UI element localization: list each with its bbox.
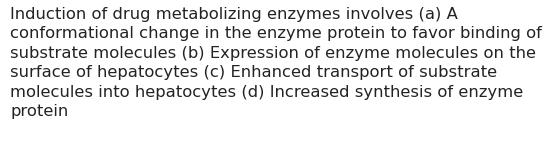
Text: Induction of drug metabolizing enzymes involves (a) A
conformational change in t: Induction of drug metabolizing enzymes i…: [10, 7, 542, 119]
